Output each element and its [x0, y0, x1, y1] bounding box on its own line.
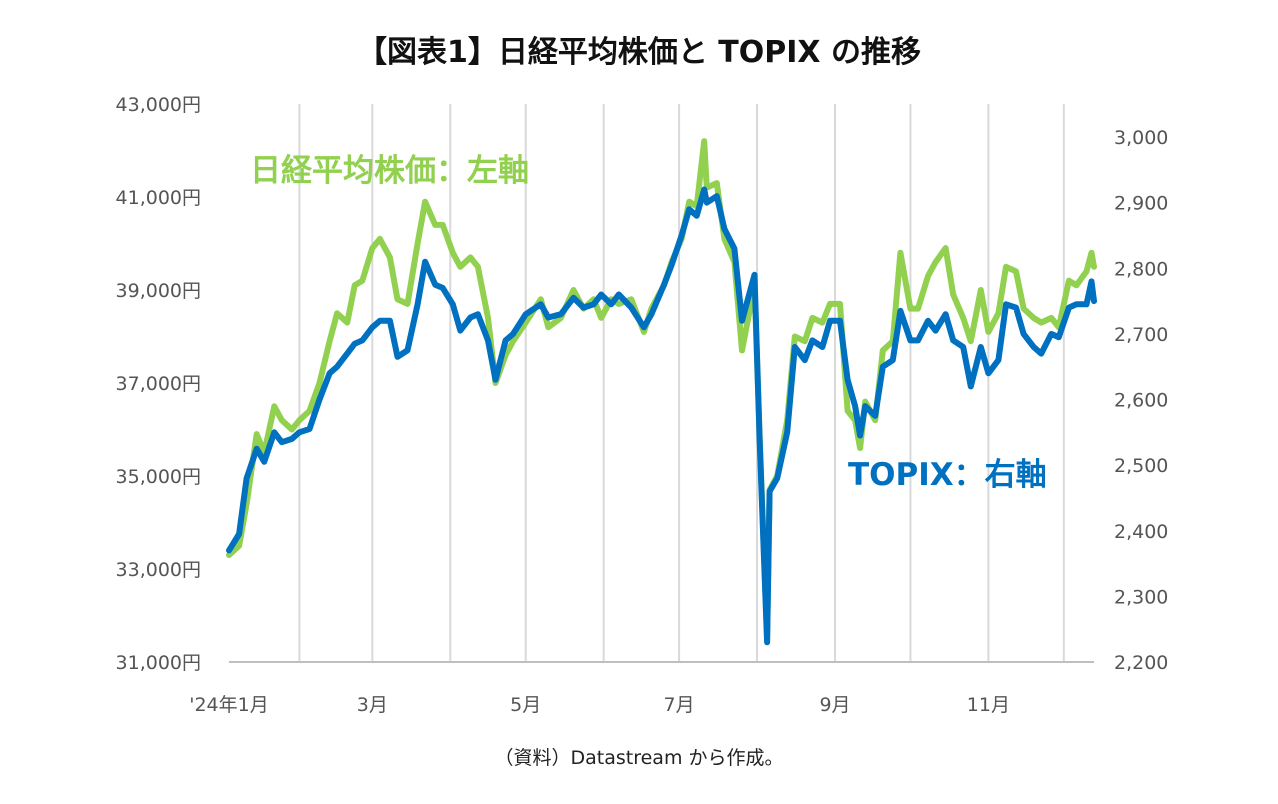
- y-left-tick-label: 35,000円: [116, 466, 201, 488]
- y-right-tick-label: 2,400: [1114, 521, 1168, 543]
- y-left-tick-label: 33,000円: [116, 559, 201, 581]
- y-right-tick-label: 2,300: [1114, 586, 1168, 608]
- vertical-gridlines: [298, 104, 1065, 662]
- chart-title: 【図表1】日経平均株価と TOPIX の推移: [357, 35, 921, 70]
- y-left-tick-label: 37,000円: [116, 373, 201, 395]
- topix-series-line: [226, 186, 1097, 646]
- nikkei-series-label: 日経平均株価：左軸: [250, 153, 529, 189]
- x-tick-label: 11月: [967, 694, 1010, 716]
- x-tick-label: '24年1月: [189, 694, 269, 716]
- y-right-tick-label: 2,600: [1114, 390, 1168, 412]
- series-lines: [226, 138, 1097, 646]
- y-right-tick-label: 2,700: [1114, 324, 1168, 346]
- y-right-tick-label: 2,800: [1114, 258, 1168, 280]
- y-left-tick-label: 39,000円: [116, 280, 201, 302]
- y-left-tick-label: 41,000円: [116, 187, 201, 209]
- x-tick-label: 5月: [510, 694, 541, 716]
- x-tick-label: 3月: [357, 694, 388, 716]
- y-left-tick-label: 31,000円: [116, 652, 201, 674]
- y-right-tick-label: 2,500: [1114, 455, 1168, 477]
- source-note: （資料）Datastream から作成。: [495, 747, 784, 769]
- y-right-tick-label: 2,900: [1114, 193, 1168, 215]
- nikkei-series-line: [226, 138, 1097, 642]
- x-tick-label: 9月: [819, 694, 850, 716]
- y-left-tick-label: 43,000円: [116, 94, 201, 116]
- axes: '24年1月 3月 5月 7月 9月 11月 31,000円 33,000円 35,000円 37…: [116, 94, 1169, 716]
- y-right-tick-label: 3,000: [1114, 127, 1168, 149]
- x-tick-label: 7月: [664, 694, 695, 716]
- topix-series-label: TOPIX：右軸: [848, 457, 1047, 493]
- y-right-tick-label: 2,200: [1114, 652, 1168, 674]
